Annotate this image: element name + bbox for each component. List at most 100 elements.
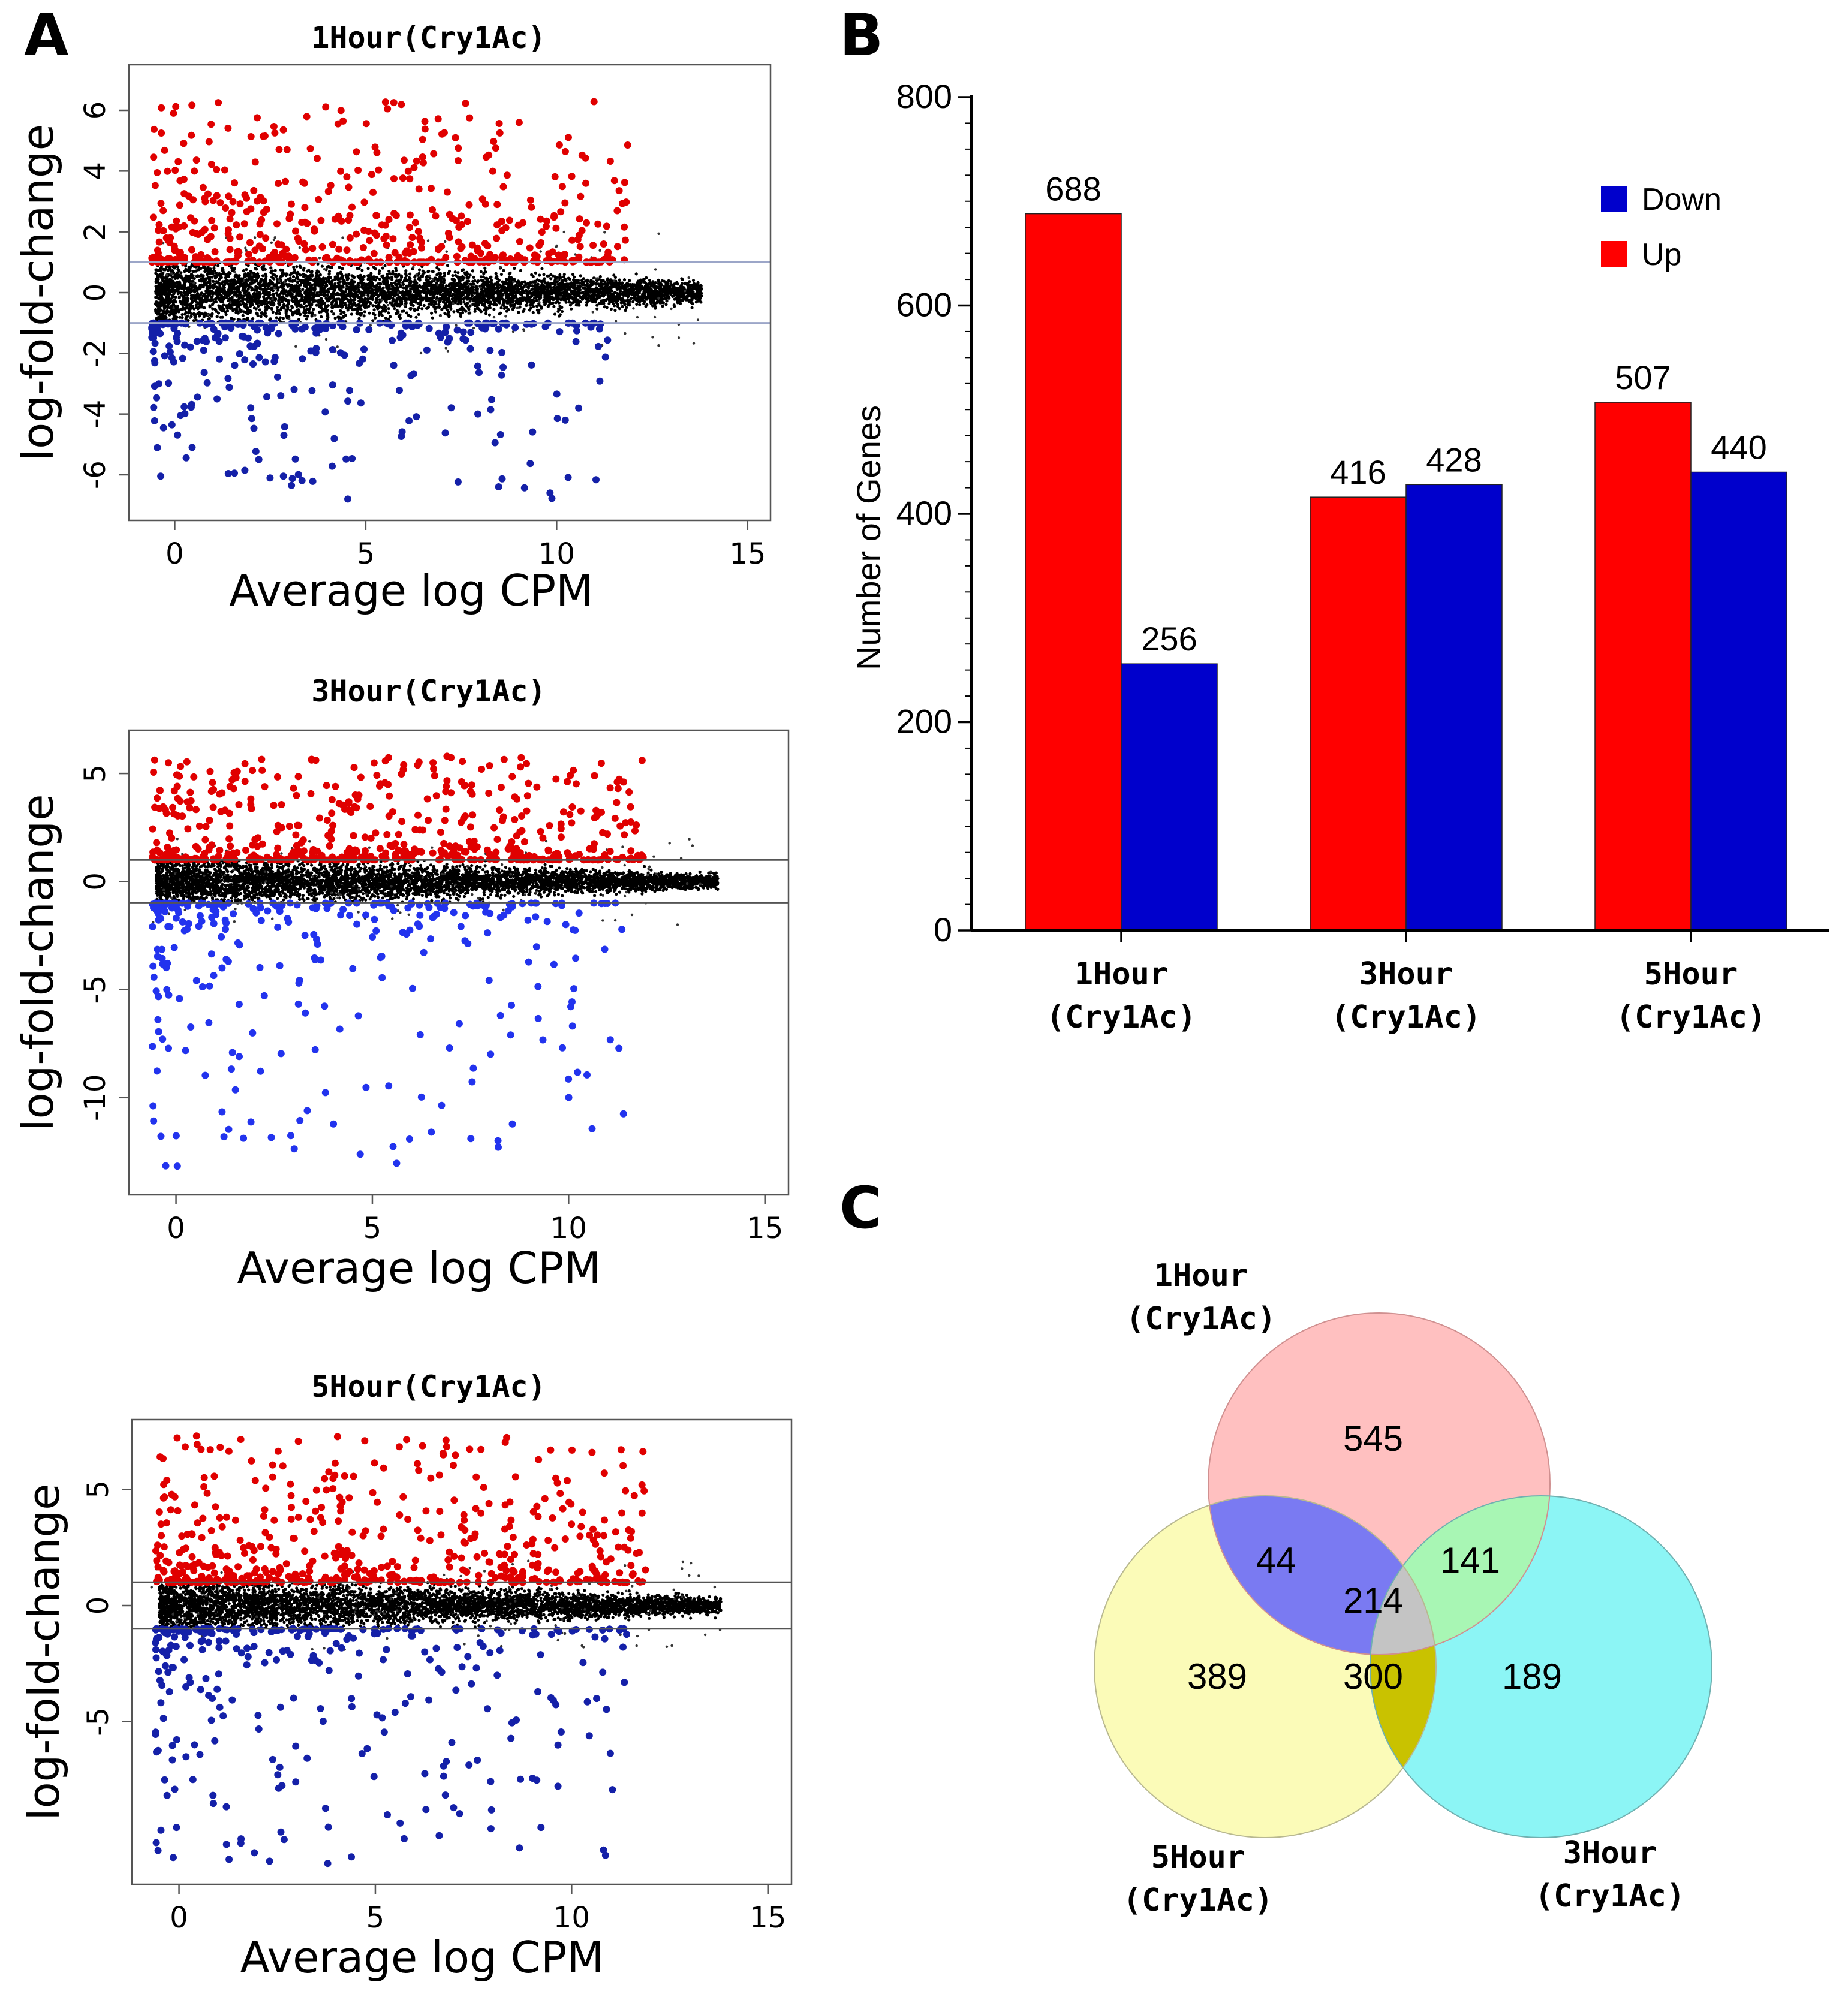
- ma-point-ns: [189, 272, 194, 276]
- ma-point-ns: [182, 287, 185, 291]
- ma-point-ns: [218, 272, 221, 276]
- ma-point-ns: [188, 311, 192, 314]
- ma-point-ns: [439, 290, 443, 294]
- ma-point-ns: [154, 308, 158, 312]
- ma-point-ns: [618, 306, 621, 311]
- ma-point-ns: [183, 312, 187, 316]
- ma-point-ns: [284, 309, 288, 313]
- ma-point-ns: [184, 267, 188, 271]
- ma-point-ns: [281, 317, 285, 320]
- ma-point-ns: [553, 283, 557, 287]
- ma-point-ns: [320, 315, 323, 319]
- ma-point-ns: [366, 278, 370, 281]
- ma-point-ns: [454, 273, 458, 277]
- ma-point-ns: [541, 284, 545, 288]
- ma-point-ns: [295, 265, 299, 269]
- ma-point-ns: [356, 275, 360, 278]
- ma-point-ns: [293, 279, 297, 282]
- ma-point-ns: [467, 279, 471, 283]
- ma-point-ns: [383, 297, 386, 300]
- ma-point-ns: [371, 312, 375, 315]
- ma-point-ns: [693, 286, 696, 290]
- ma-point-ns: [180, 313, 184, 317]
- ma-point-ns: [385, 294, 389, 297]
- ma-point-ns: [362, 275, 366, 278]
- ma-point-ns: [519, 287, 523, 290]
- ma-point-ns: [525, 301, 529, 305]
- ma-point-ns: [319, 296, 323, 300]
- ma-point-ns: [475, 287, 479, 291]
- ma-point-ns: [225, 309, 230, 313]
- ma-point-ns: [507, 296, 511, 300]
- ma-point-ns: [188, 275, 191, 279]
- ma-point-ns: [451, 274, 455, 278]
- ma-point-ns: [431, 290, 434, 293]
- ma-point-ns: [299, 283, 302, 287]
- ma-point-ns: [389, 315, 392, 318]
- ma-point-ns: [235, 290, 239, 293]
- ma-point-ns: [310, 311, 314, 315]
- ma-point-ns: [584, 296, 588, 300]
- ma-point-ns: [447, 272, 450, 275]
- ma-point-ns: [527, 298, 531, 302]
- ma-point-ns: [637, 295, 641, 299]
- ma-point-ns: [534, 281, 537, 284]
- ma-point-ns: [641, 299, 645, 302]
- ma-point-ns: [589, 289, 592, 293]
- ma-point-ns: [691, 279, 696, 282]
- ma-point-ns: [220, 290, 224, 293]
- ma-point-ns: [536, 282, 540, 286]
- ma-point-ns: [483, 304, 486, 308]
- ma-point-ns: [353, 276, 356, 279]
- ma-point-ns: [518, 305, 522, 309]
- ma-point-ns: [260, 303, 263, 306]
- ma-point-ns: [207, 268, 210, 272]
- ma-point-ns: [665, 299, 669, 303]
- ma-point-ns: [381, 286, 385, 290]
- ma-point-ns: [532, 287, 536, 291]
- ma-point-ns: [222, 308, 226, 312]
- ma-point-ns: [447, 293, 450, 296]
- ma-point-ns: [696, 294, 700, 298]
- ma-point-ns: [310, 303, 314, 306]
- ma-point-ns: [261, 268, 265, 272]
- ma-point-ns: [616, 305, 620, 308]
- ma-point-ns: [413, 300, 416, 303]
- ma-point-ns: [486, 277, 489, 281]
- ma-point-ns: [269, 266, 273, 270]
- ma-point-ns: [212, 283, 216, 287]
- ma-point-ns: [429, 287, 433, 290]
- ma-point-ns: [233, 293, 236, 297]
- ma-point-ns: [489, 296, 493, 299]
- ma-point-ns: [269, 297, 272, 300]
- ma-point-ns: [479, 275, 483, 279]
- ma-point-ns: [631, 283, 634, 287]
- ma-point-ns: [188, 288, 191, 291]
- ma-point-ns: [614, 285, 618, 289]
- ma-point-ns: [456, 271, 460, 275]
- ma-point-ns: [250, 286, 254, 290]
- ma-point-ns: [517, 311, 520, 314]
- ma-point-ns: [237, 277, 240, 281]
- ma-point-ns: [603, 293, 606, 296]
- ma-point-ns: [662, 285, 666, 288]
- ma-point-ns: [291, 275, 296, 279]
- ma-point-ns: [549, 277, 553, 281]
- ma-point-ns: [579, 274, 582, 278]
- ma-point-ns: [621, 284, 624, 288]
- ma-point-ns: [378, 278, 381, 281]
- ma-point-ns: [558, 314, 561, 318]
- ma-point-ns: [338, 266, 341, 269]
- ma-point-ns: [330, 266, 333, 269]
- ma-point-ns: [634, 293, 638, 296]
- ma-point-ns: [210, 290, 213, 293]
- ma-point-ns: [684, 281, 687, 285]
- ma-point-ns: [344, 290, 348, 293]
- ma-point-ns: [436, 279, 440, 283]
- ma-point-ns: [568, 300, 571, 304]
- ma-point-ns: [431, 316, 434, 320]
- ma-point-ns: [425, 292, 429, 296]
- ma-point-ns: [240, 283, 244, 287]
- ma-point-ns: [248, 299, 252, 302]
- ma-point-ns: [678, 298, 681, 302]
